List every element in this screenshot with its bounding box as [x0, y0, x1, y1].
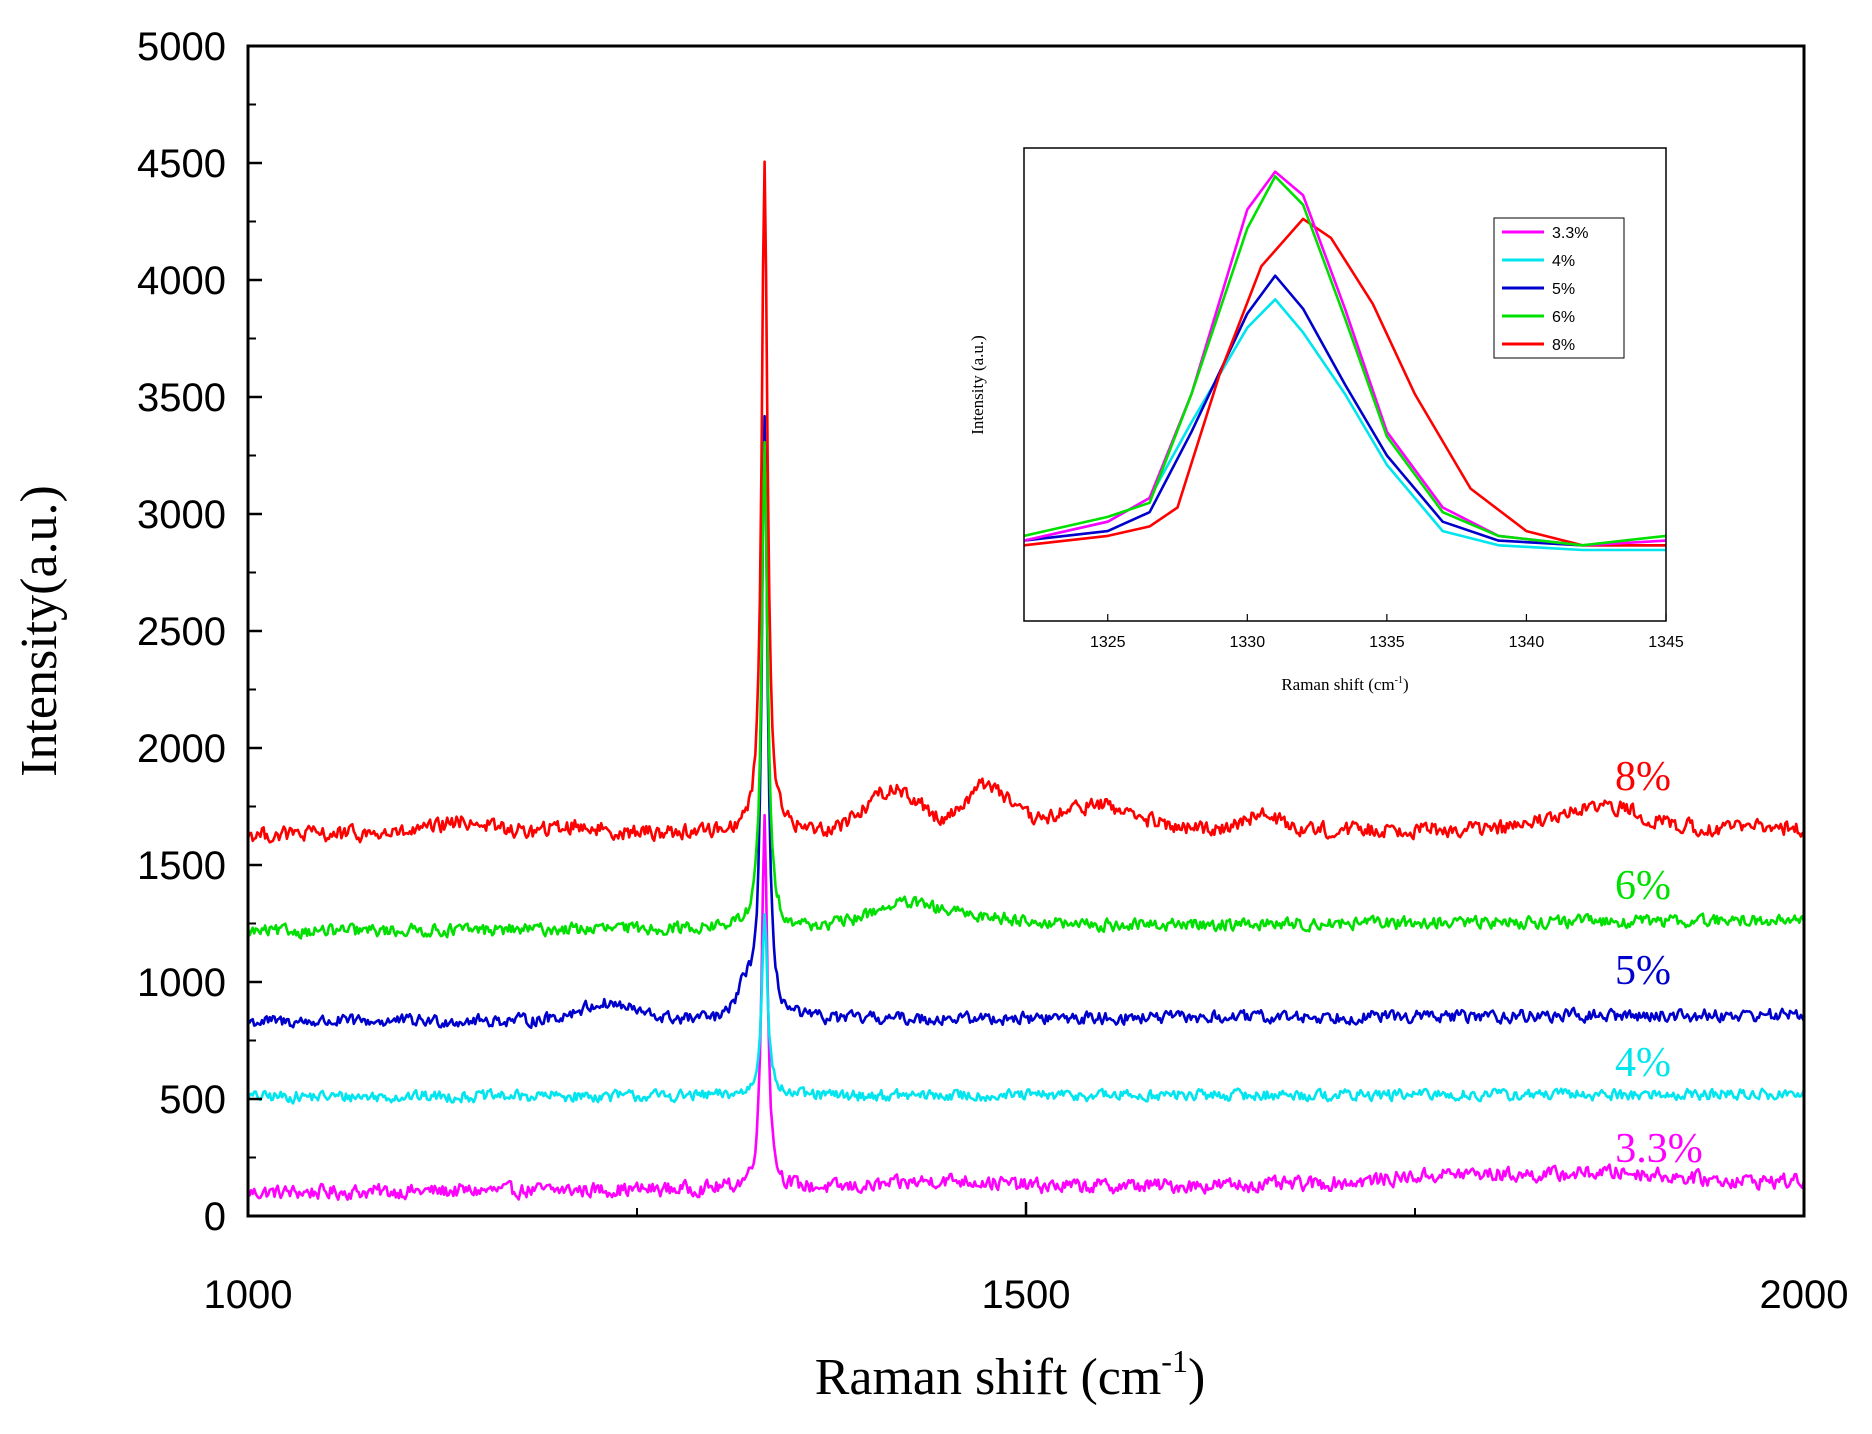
main-series-label: 6% — [1615, 863, 1671, 909]
inset-x-tick-label: 1345 — [1648, 634, 1684, 651]
main-x-axis-title-close: ) — [1188, 1349, 1205, 1406]
main-x-axis-title-text: Raman shift (cm — [815, 1349, 1162, 1406]
main-series-label: 5% — [1615, 948, 1671, 994]
inset-y-axis-title: Intensity (a.u.) — [968, 335, 987, 435]
inset-x-axis-title-close: ) — [1403, 675, 1409, 694]
inset-x-axis-title: Raman shift (cm-1) — [1281, 675, 1408, 694]
main-y-tick-label: 4500 — [137, 142, 226, 186]
main-x-tick-label: 2000 — [1760, 1273, 1849, 1317]
inset-x-tick-label: 1330 — [1230, 634, 1266, 651]
main-y-tick-label: 2000 — [137, 727, 226, 771]
main-x-axis-title-superscript: -1 — [1161, 1343, 1188, 1379]
inset-x-ticks: 1325 1330 1335 1340 1345 — [1090, 614, 1684, 651]
main-y-axis-title: Intensity(a.u.) — [11, 485, 68, 777]
inset-series-line — [1023, 175, 1667, 547]
main-series-label: 4% — [1615, 1040, 1671, 1086]
inset-legend: 3.3% 4% 5% 6% 8% — [1493, 217, 1625, 359]
inset-legend-label: 3.3% — [1552, 225, 1588, 242]
inset-chart: 1325 1330 1335 1340 1345 Intensity (a.u.) Ra… — [968, 147, 1684, 694]
main-series-labels: 3.3% 4% 5% 6% 8% — [1615, 754, 1703, 1172]
main-y-tick-label: 4000 — [137, 259, 226, 303]
main-y-tick-label: 500 — [159, 1078, 226, 1122]
main-x-tick-label: 1000 — [204, 1273, 293, 1317]
inset-plot-frame — [1023, 147, 1667, 622]
inset-legend-label: 8% — [1552, 337, 1575, 354]
main-y-tick-label: 0 — [204, 1195, 226, 1239]
main-series-label: 3.3% — [1615, 1126, 1703, 1172]
inset-series-line — [1023, 217, 1666, 547]
inset-x-tick-label: 1335 — [1369, 634, 1405, 651]
main-y-tick-label: 5000 — [137, 25, 226, 69]
main-x-ticks: 1000 1500 2000 — [204, 1202, 1849, 1317]
main-y-tick-label: 3500 — [137, 376, 226, 420]
main-y-tick-label: 3000 — [137, 493, 226, 537]
main-chart: 0 500 1000 1500 2000 2500 3000 3500 4000 4500 5000… — [11, 25, 1848, 1406]
inset-x-axis-title-text: Raman shift (cm — [1281, 675, 1394, 694]
main-series-line — [246, 912, 1806, 1105]
main-series-line — [246, 160, 1805, 844]
main-series-line — [246, 440, 1806, 940]
main-y-tick-label: 1500 — [137, 844, 226, 888]
inset-legend-label: 6% — [1552, 309, 1575, 326]
inset-x-tick-label: 1325 — [1090, 634, 1126, 651]
main-series-line — [247, 414, 1806, 1029]
main-y-ticks: 0 500 1000 1500 2000 2500 3000 3500 4000 4500 5000 — [137, 25, 262, 1239]
main-series-group — [246, 160, 1806, 1201]
inset-x-tick-label: 1340 — [1509, 634, 1545, 651]
inset-legend-label: 5% — [1552, 281, 1575, 298]
main-series-label: 8% — [1615, 754, 1671, 800]
main-x-axis-title: Raman shift (cm-1) — [815, 1343, 1206, 1406]
inset-series-group — [1023, 170, 1667, 552]
inset-x-axis-title-superscript: -1 — [1395, 675, 1403, 686]
main-series-line — [246, 813, 1806, 1201]
inset-series-line — [1023, 274, 1666, 547]
main-y-tick-label: 2500 — [137, 610, 226, 654]
main-y-tick-label: 1000 — [137, 961, 226, 1005]
inset-legend-label: 4% — [1552, 253, 1575, 270]
main-x-tick-label: 1500 — [982, 1273, 1071, 1317]
